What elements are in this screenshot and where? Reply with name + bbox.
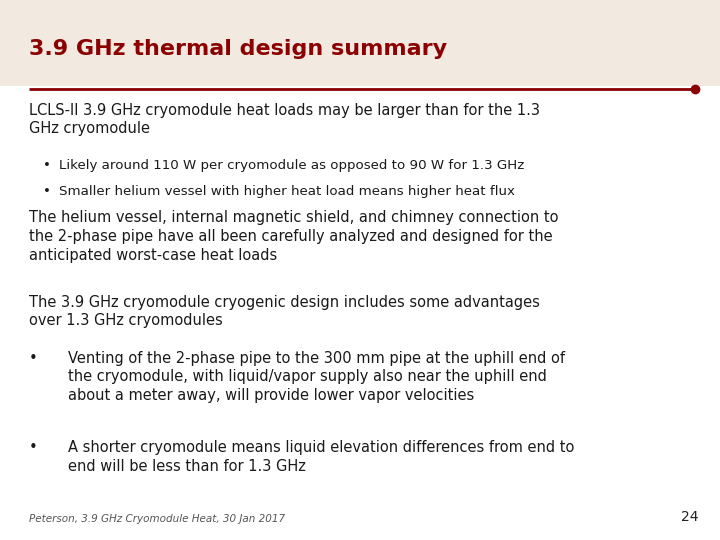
Text: The 3.9 GHz cryomodule cryogenic design includes some advantages
over 1.3 GHz cr: The 3.9 GHz cryomodule cryogenic design …	[29, 295, 540, 328]
Text: 3.9 GHz thermal design summary: 3.9 GHz thermal design summary	[29, 38, 447, 59]
Text: LCLS-II 3.9 GHz cryomodule heat loads may be larger than for the 1.3
GHz cryomod: LCLS-II 3.9 GHz cryomodule heat loads ma…	[29, 103, 540, 136]
Text: Venting of the 2-phase pipe to the 300 mm pipe at the uphill end of
the cryomodu: Venting of the 2-phase pipe to the 300 m…	[68, 351, 565, 403]
Text: •: •	[43, 185, 51, 198]
Text: •: •	[29, 351, 37, 366]
Text: •: •	[43, 159, 51, 172]
Text: •: •	[29, 441, 37, 455]
FancyBboxPatch shape	[0, 0, 720, 86]
Text: Likely around 110 W per cryomodule as opposed to 90 W for 1.3 GHz: Likely around 110 W per cryomodule as op…	[59, 159, 524, 172]
Text: The helium vessel, internal magnetic shield, and chimney connection to
the 2-pha: The helium vessel, internal magnetic shi…	[29, 211, 558, 262]
Text: A shorter cryomodule means liquid elevation differences from end to
end will be : A shorter cryomodule means liquid elevat…	[68, 441, 575, 474]
Text: 24: 24	[681, 510, 698, 524]
Text: Peterson, 3.9 GHz Cryomodule Heat, 30 Jan 2017: Peterson, 3.9 GHz Cryomodule Heat, 30 Ja…	[29, 514, 285, 524]
Text: Smaller helium vessel with higher heat load means higher heat flux: Smaller helium vessel with higher heat l…	[59, 185, 515, 198]
